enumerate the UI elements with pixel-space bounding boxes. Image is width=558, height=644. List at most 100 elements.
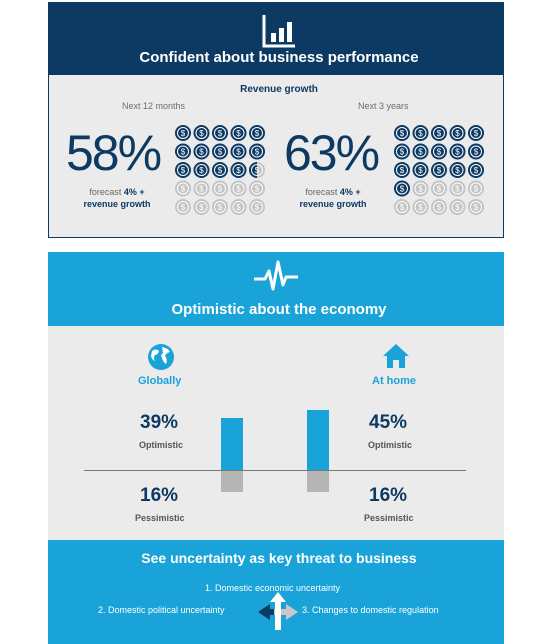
svg-text:$: $ [418, 203, 423, 212]
svg-text:$: $ [236, 166, 241, 175]
period-left: Next 12 months [122, 101, 186, 111]
svg-text:$: $ [255, 203, 260, 212]
svg-text:$: $ [418, 185, 423, 194]
coin-grid-left: $ $ $ $ $ $ $ $ $ $ $ $ $ $ $ $ $ $ $ $ $ $ $ $ $ [175, 125, 265, 215]
svg-text:$: $ [255, 148, 260, 157]
coin-icon: $ [449, 143, 466, 160]
coin-icon: $ [412, 125, 429, 141]
coin-icon: $ [394, 143, 410, 160]
svg-text:$: $ [437, 129, 442, 138]
coin-icon: $ [431, 143, 447, 160]
coin-icon: $ [193, 180, 210, 197]
coin-icon: $ [449, 180, 466, 197]
svg-text:$: $ [218, 129, 223, 138]
coin-icon: $ [175, 180, 191, 197]
business-performance-panel [48, 2, 504, 238]
globally-heading: Globally [138, 375, 182, 387]
coin-icon: $ [412, 180, 429, 197]
coin-icon: $ [230, 180, 247, 197]
house-icon [383, 344, 409, 368]
svg-text:$: $ [437, 185, 442, 194]
forecast-left: forecast 4% + revenue growth [83, 187, 151, 209]
svg-text:$: $ [181, 185, 186, 194]
coin-icon: $ [249, 143, 265, 160]
zero-axis [84, 470, 466, 471]
svg-text:$: $ [418, 166, 423, 175]
coin-icon: $ [449, 125, 466, 141]
heartbeat-icon [254, 260, 298, 291]
business-title: Confident about business performance [139, 49, 419, 66]
svg-text:$: $ [418, 148, 423, 157]
svg-text:$: $ [437, 166, 442, 175]
coin-icon: $ [193, 199, 210, 215]
forecast-right: forecast 4% + revenue growth [299, 187, 367, 209]
global-pessimistic-label: Pessimistic [135, 513, 185, 523]
svg-text:$: $ [400, 203, 405, 212]
coin-icon: $ [212, 125, 228, 141]
coin-icon: $ [412, 143, 429, 160]
coin-icon: $ [468, 125, 484, 141]
coin-icon: $ [230, 143, 247, 160]
coin-icon: $ [449, 199, 466, 215]
coin-icon: $ [175, 125, 191, 141]
coin-icon: $ [193, 143, 210, 160]
svg-text:$: $ [437, 203, 442, 212]
svg-text:$: $ [181, 129, 186, 138]
svg-text:$: $ [474, 129, 479, 138]
global-optimistic-pct: 39% [140, 412, 179, 433]
home-pessimistic-label: Pessimistic [364, 513, 414, 523]
svg-text:$: $ [437, 148, 442, 157]
svg-text:$: $ [474, 185, 479, 194]
coin-icon: $ [249, 180, 265, 197]
coin-icon: $ [412, 162, 429, 178]
coin-icon: $ [175, 143, 191, 160]
percent-12-months: 58% [66, 125, 162, 181]
svg-text:$: $ [218, 203, 223, 212]
home-optimistic-label: Optimistic [368, 440, 413, 450]
svg-text:$: $ [181, 148, 186, 157]
threat-item-2: 2. Domestic political uncertainty [98, 605, 225, 615]
coin-icon: $ [468, 143, 484, 160]
svg-text:$: $ [236, 185, 241, 194]
revenue-growth-title: Revenue growth [240, 84, 318, 95]
svg-text:$: $ [199, 129, 204, 138]
svg-text:$: $ [199, 166, 204, 175]
svg-text:$: $ [474, 148, 479, 157]
coin-icon: $ [212, 180, 228, 197]
svg-text:$: $ [218, 166, 223, 175]
coin-icon: $ [431, 125, 447, 141]
business-header [49, 3, 503, 75]
svg-text:$: $ [455, 166, 460, 175]
threat-title: See uncertainty as key threat to busines… [141, 550, 417, 566]
coin-icon: $ [431, 199, 447, 215]
svg-text:$: $ [181, 166, 186, 175]
threat-item-1: 1. Domestic economic uncertainty [205, 583, 341, 593]
svg-text:$: $ [400, 166, 405, 175]
coin-icon: $ [230, 162, 247, 178]
bar-chart-icon [262, 15, 295, 48]
svg-text:$: $ [400, 129, 405, 138]
coin-icon: $ [212, 162, 228, 178]
economy-body [48, 326, 504, 540]
svg-text:$: $ [199, 148, 204, 157]
svg-text:$: $ [455, 185, 460, 194]
coin-icon: $ [212, 143, 228, 160]
coin-icon: $ [193, 125, 210, 141]
coin-icon: $ [193, 162, 210, 178]
threat-item-3: 3. Changes to domestic regulation [302, 605, 439, 615]
coin-icon: $ [175, 199, 191, 215]
svg-text:$: $ [255, 166, 260, 175]
svg-text:$: $ [218, 185, 223, 194]
home-pessimistic-pct: 16% [369, 485, 408, 506]
svg-text:$: $ [236, 148, 241, 157]
svg-text:$: $ [400, 148, 405, 157]
svg-text:$: $ [455, 148, 460, 157]
coin-icon: $ [249, 162, 265, 178]
global-optimistic-bar [221, 418, 243, 470]
svg-text:$: $ [418, 129, 423, 138]
svg-text:$: $ [474, 203, 479, 212]
svg-text:$: $ [236, 129, 241, 138]
period-right: Next 3 years [358, 101, 409, 111]
coin-icon: $ [394, 125, 410, 141]
global-pessimistic-pct: 16% [140, 485, 179, 506]
